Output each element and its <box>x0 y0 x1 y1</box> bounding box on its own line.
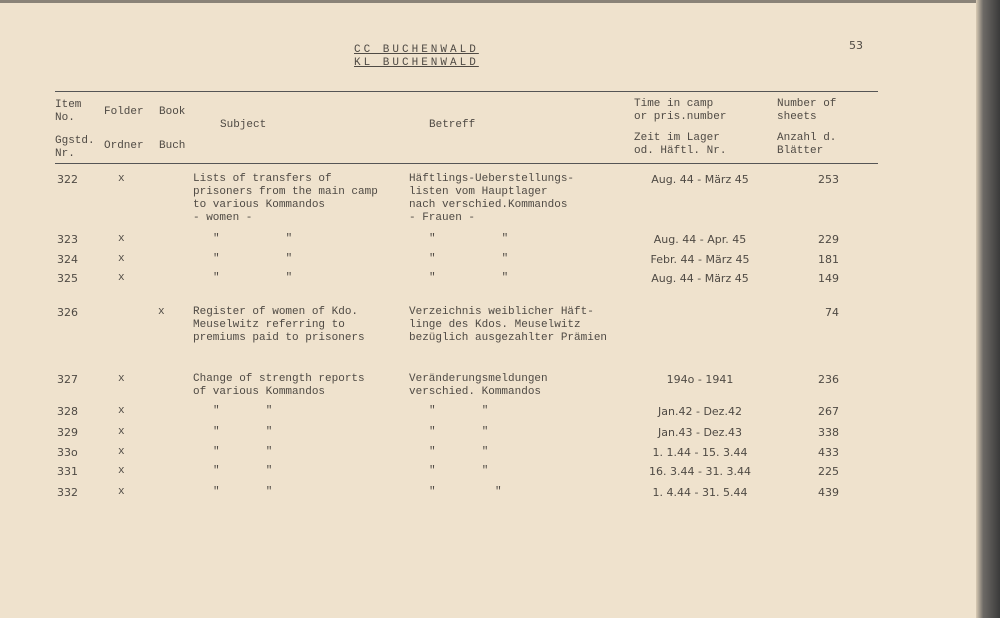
folder-mark: x <box>118 253 125 265</box>
time-range: Jan.42 - Dez.42 <box>658 405 742 418</box>
betreff-text: " " <box>429 446 489 458</box>
subject-text: " " <box>213 405 273 417</box>
subject-text: " " <box>213 486 273 498</box>
folder-mark: x <box>118 233 125 245</box>
item-number: 33o <box>57 446 78 459</box>
time-range: Aug. 44 - März 45 <box>651 173 749 186</box>
folder-mark: x <box>118 272 125 284</box>
time-range: Jan.43 - Dez.43 <box>658 426 742 439</box>
sheet-count: 267 <box>818 405 839 418</box>
betreff-text: " " <box>429 405 489 417</box>
col-betreff: Betreff <box>429 119 476 131</box>
folder-mark: x <box>118 405 125 417</box>
col-item-en: Item No. <box>55 99 82 124</box>
folder-mark: x <box>118 486 125 498</box>
col-book-de: Buch <box>159 140 186 152</box>
book-mark: x <box>158 306 165 318</box>
subject-text: " " <box>213 426 273 438</box>
item-number: 332 <box>57 486 78 499</box>
subject-text: " " <box>213 446 273 458</box>
scan-edge-top <box>0 0 1000 3</box>
folder-mark: x <box>118 465 125 477</box>
subject-text: Register of women of Kdo. Meuselwitz ref… <box>193 306 365 344</box>
subject-text: Change of strength reports of various Ko… <box>193 373 365 398</box>
subject-text: " " <box>213 272 293 284</box>
sheet-count: 181 <box>818 253 839 266</box>
item-number: 329 <box>57 426 78 439</box>
subject-text: Lists of transfers of prisoners from the… <box>193 173 378 224</box>
item-number: 327 <box>57 373 78 386</box>
sheet-count: 338 <box>818 426 839 439</box>
betreff-text: Häftlings-Ueberstellungs- listen vom Hau… <box>409 173 575 224</box>
sheet-count: 236 <box>818 373 839 386</box>
col-folder-de: Ordner <box>104 140 144 152</box>
header-bottom-rule <box>55 163 878 164</box>
header-top-rule <box>55 91 878 92</box>
time-range: Aug. 44 - März 45 <box>651 272 749 285</box>
time-range: 1. 1.44 - 15. 3.44 <box>652 446 748 459</box>
col-folder-en: Folder <box>104 106 144 118</box>
folder-mark: x <box>118 426 125 438</box>
betreff-text: " " <box>429 253 509 265</box>
betreff-text: " " <box>429 272 509 284</box>
sheet-count: 439 <box>818 486 839 499</box>
time-range: 16. 3.44 - 31. 3.44 <box>649 465 751 478</box>
folder-mark: x <box>118 373 125 385</box>
col-time-en: Time in camp or pris.number <box>634 98 727 123</box>
time-range: 1. 4.44 - 31. 5.44 <box>652 486 748 499</box>
item-number: 324 <box>57 253 78 266</box>
betreff-text: " " <box>429 426 489 438</box>
subject-text: " " <box>213 465 273 477</box>
sheet-count: 149 <box>818 272 839 285</box>
col-subject: Subject <box>220 119 267 131</box>
scan-edge-right <box>976 0 1000 618</box>
time-range: 194o - 1941 <box>666 373 734 386</box>
sheet-count: 229 <box>818 233 839 246</box>
betreff-text: Verzeichnis weiblicher Häft- linge des K… <box>409 306 608 344</box>
title-line-2: KL BUCHENWALD <box>354 57 479 69</box>
subject-text: " " <box>213 233 293 245</box>
item-number: 331 <box>57 465 78 478</box>
col-sheets-en: Number of sheets <box>777 98 837 123</box>
sheet-count: 433 <box>818 446 839 459</box>
time-range: Febr. 44 - März 45 <box>650 253 750 266</box>
subject-text: " " <box>213 253 293 265</box>
betreff-text: Veränderungsmeldungen verschied. Kommand… <box>409 373 548 398</box>
folder-mark: x <box>118 173 125 185</box>
time-range: Aug. 44 - Apr. 45 <box>653 233 747 246</box>
title-line-1: CC BUCHENWALD <box>354 44 479 56</box>
sheet-count: 74 <box>825 306 839 319</box>
item-number: 322 <box>57 173 78 186</box>
betreff-text: " " <box>429 233 509 245</box>
col-book-en: Book <box>159 106 186 118</box>
col-item-de: Ggstd. Nr. <box>55 135 95 160</box>
item-number: 325 <box>57 272 78 285</box>
betreff-text: " " <box>429 465 489 477</box>
betreff-text: " " <box>429 486 502 498</box>
col-time-de: Zeit im Lager od. Häftl. Nr. <box>634 132 727 157</box>
item-number: 326 <box>57 306 78 319</box>
item-number: 323 <box>57 233 78 246</box>
folder-mark: x <box>118 446 125 458</box>
page-number: 53 <box>849 39 863 52</box>
col-sheets-de: Anzahl d. Blätter <box>777 132 837 157</box>
item-number: 328 <box>57 405 78 418</box>
sheet-count: 225 <box>818 465 839 478</box>
sheet-count: 253 <box>818 173 839 186</box>
